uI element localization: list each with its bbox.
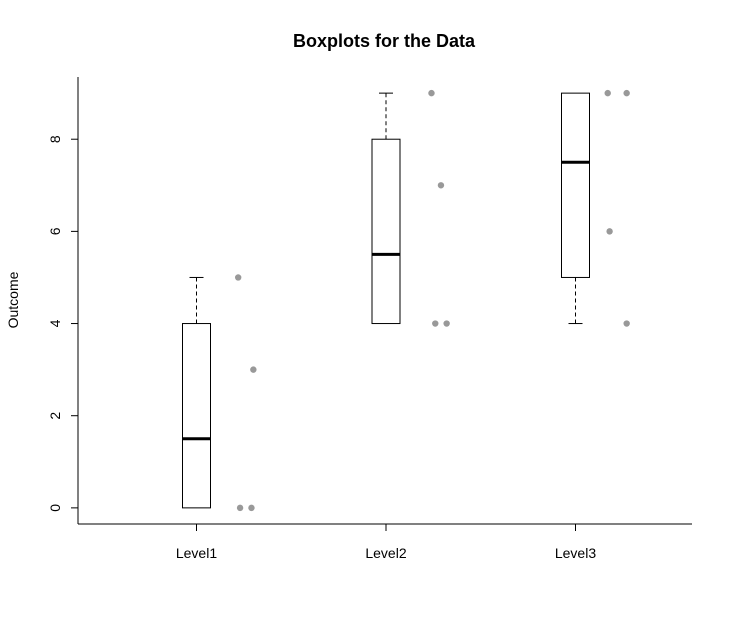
chart-title: Boxplots for the Data	[293, 31, 476, 51]
box	[371, 138, 401, 325]
data-point	[443, 320, 450, 327]
data-point	[437, 182, 445, 189]
box	[561, 92, 590, 278]
data-point	[428, 89, 435, 97]
data-point	[234, 274, 242, 281]
data-point	[606, 228, 613, 235]
y-tick-label: 2	[47, 412, 63, 420]
y-axis-label: Outcome	[5, 271, 21, 328]
y-tick-label: 6	[47, 227, 63, 235]
x-tick-label: Level2	[365, 545, 406, 561]
data-point	[623, 89, 630, 97]
y-tick-label: 0	[47, 504, 63, 512]
data-point	[248, 504, 255, 512]
y-axis-ticks: 0 2 4 6 8	[47, 135, 78, 512]
data-point	[604, 89, 611, 97]
x-axis-ticks: Level1 Level2 Level3	[176, 524, 596, 561]
point-group	[234, 89, 630, 512]
data-point	[432, 320, 439, 327]
x-tick-label: Level1	[176, 545, 217, 561]
y-tick-label: 8	[47, 135, 63, 143]
data-point	[623, 320, 630, 327]
box-group	[182, 92, 590, 509]
y-tick-label: 4	[47, 319, 63, 327]
data-point	[250, 366, 257, 373]
data-point	[236, 504, 244, 512]
box	[182, 323, 211, 509]
x-tick-label: Level3	[555, 545, 596, 561]
